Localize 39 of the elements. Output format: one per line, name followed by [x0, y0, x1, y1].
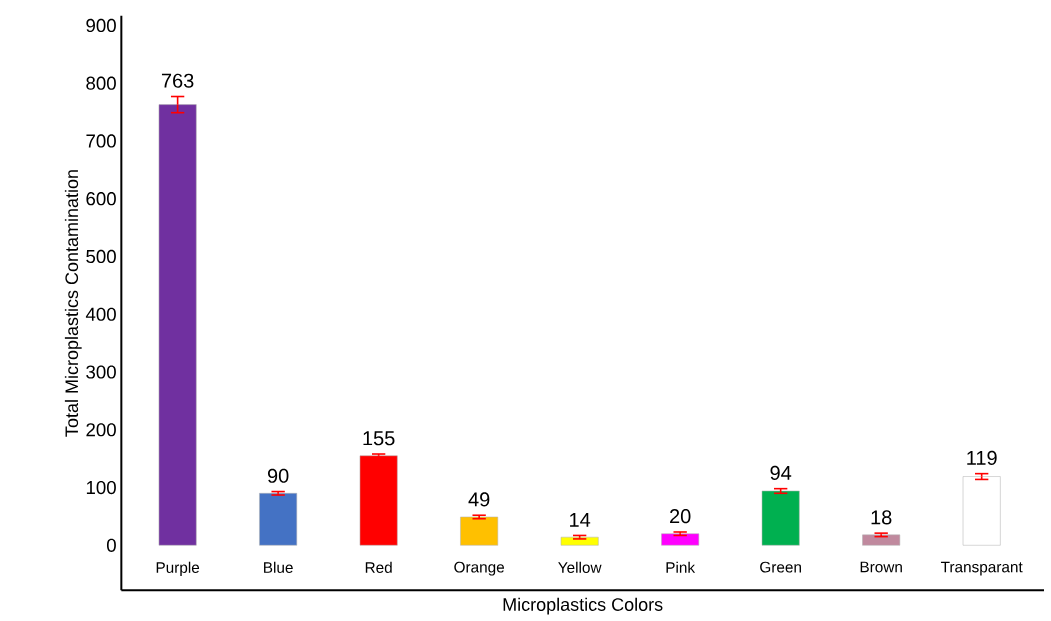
y-tick-label: 200 — [86, 423, 116, 437]
data-label: 119 — [967, 450, 997, 465]
y-tick-label: 500 — [86, 249, 116, 264]
bar — [962, 476, 1001, 546]
bar — [862, 534, 901, 546]
bar — [560, 536, 599, 546]
x-tick-label: Yellow — [558, 561, 602, 573]
y-tick-label: 600 — [86, 192, 116, 206]
x-axis-title: Microplastics Colors — [503, 597, 663, 615]
y-tick-label: 400 — [85, 307, 116, 321]
y-tick-label: 700 — [86, 134, 116, 148]
bar — [158, 104, 197, 546]
data-label: 14 — [570, 512, 591, 527]
bar — [661, 533, 700, 546]
x-tick-label: Brown — [860, 561, 902, 573]
x-tick-label: Pink — [666, 561, 696, 573]
y-tick-label: 0 — [106, 538, 116, 552]
x-tick-label: Red — [365, 561, 392, 573]
y-axis-title: Total Microplastics Contamination — [64, 170, 82, 437]
data-label: 763 — [161, 73, 194, 88]
bar — [359, 455, 398, 546]
x-tick-label: Orange — [454, 561, 505, 576]
data-label: 49 — [468, 492, 490, 507]
x-tick-label: Green — [760, 561, 801, 573]
data-label: 18 — [871, 510, 892, 525]
x-tick-label: Transparant — [940, 561, 1023, 576]
y-tick-label: 800 — [86, 76, 116, 90]
y-tick-label: 300 — [86, 365, 116, 379]
data-label: 94 — [770, 465, 792, 480]
bar — [761, 490, 800, 546]
y-tick-label: 100 — [86, 480, 116, 495]
bar — [460, 516, 499, 546]
data-label: 155 — [363, 431, 395, 446]
y-tick-label: 900 — [86, 18, 116, 33]
data-label: 90 — [267, 468, 289, 483]
data-label: 20 — [670, 509, 691, 524]
bar — [259, 493, 298, 546]
x-tick-label: Purple — [156, 561, 200, 576]
x-tick-label: Blue — [264, 561, 293, 573]
